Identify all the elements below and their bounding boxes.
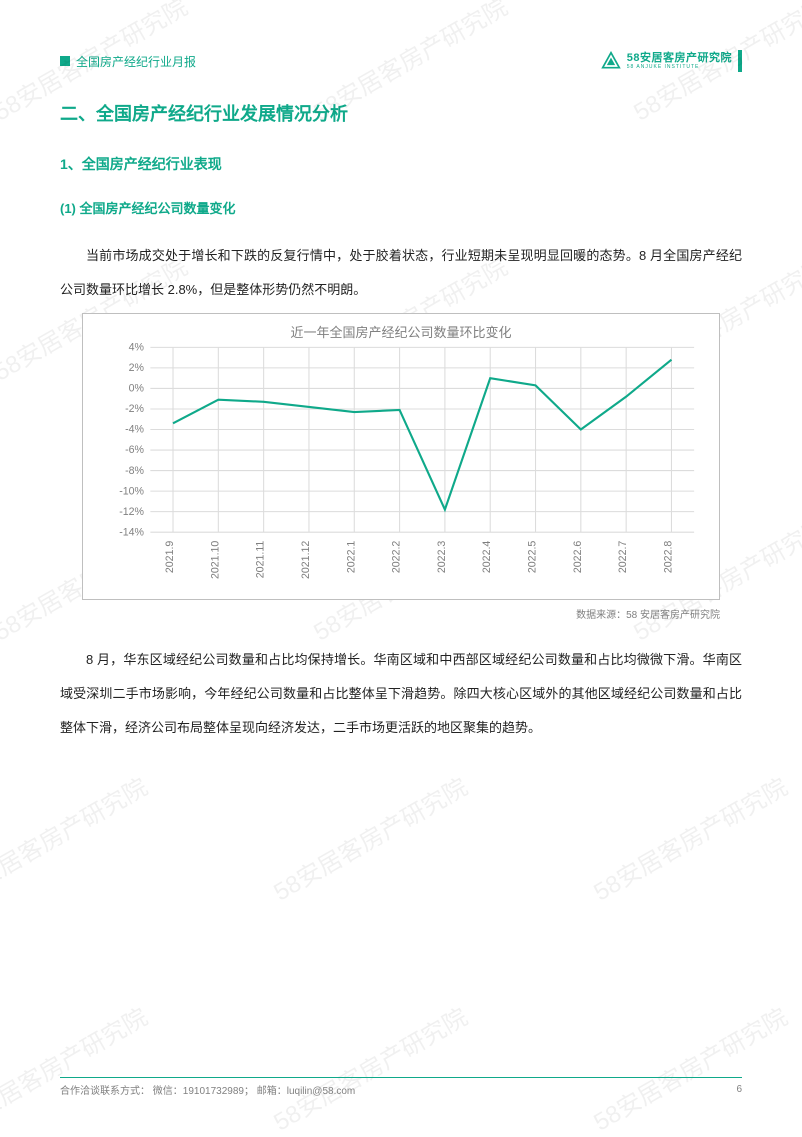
svg-text:2022.4: 2022.4 <box>481 540 493 573</box>
svg-text:2021.12: 2021.12 <box>300 540 312 578</box>
brand-text-en: 58 ANJUKE INSTITUTE <box>627 65 732 70</box>
paragraph-1: 当前市场成交处于增长和下跌的反复行情中，处于胶着状态，行业短期未呈现明显回暖的态… <box>60 239 742 307</box>
brand-text: 58安居客房产研究院 58 ANJUKE INSTITUTE <box>627 53 732 70</box>
line-chart: 4% 2% 0% -2% -4% -6% -8% -10% -12% -14% 2021.9 2021… <box>93 341 709 596</box>
svg-text:2021.11: 2021.11 <box>255 540 267 578</box>
svg-text:2022.8: 2022.8 <box>662 540 674 573</box>
chart-container: 近一年全国房产经纪公司数量环比变化 4% 2% 0% -2% -4% -6% -8% -10%… <box>82 313 720 601</box>
svg-text:2022.3: 2022.3 <box>436 540 448 573</box>
brand-logo-icon <box>601 51 621 71</box>
header-title: 全国房产经纪行业月报 <box>76 53 196 70</box>
footer-contact: 合作洽谈联系方式： 微信：19101732989； 邮箱：luqilin@58.… <box>60 1082 355 1097</box>
header-left: 全国房产经纪行业月报 <box>60 53 196 70</box>
svg-text:-12%: -12% <box>119 505 144 517</box>
header-square-icon <box>60 56 70 66</box>
watermark: 58安居客房产研究院 <box>266 998 473 1137</box>
subsection-2: (1) 全国房产经纪公司数量变化 <box>60 198 742 217</box>
svg-text:0%: 0% <box>129 382 145 394</box>
svg-text:-10%: -10% <box>119 485 144 497</box>
svg-text:2022.2: 2022.2 <box>391 540 403 573</box>
watermark: 58安居客房产研究院 <box>0 768 153 908</box>
page-footer: 合作洽谈联系方式： 微信：19101732989； 邮箱：luqilin@58.… <box>60 1077 742 1097</box>
chart-title: 近一年全国房产经纪公司数量环比变化 <box>93 322 709 341</box>
watermark: 58安居客房产研究院 <box>266 768 473 908</box>
svg-text:-14%: -14% <box>119 526 144 538</box>
footer-page-number: 6 <box>736 1084 742 1095</box>
svg-text:-2%: -2% <box>125 403 144 415</box>
paragraph-2: 8 月，华东区域经纪公司数量和占比均保持增长。华南区域和中西部区域经纪公司数量和… <box>60 643 742 744</box>
svg-text:2022.6: 2022.6 <box>572 540 584 573</box>
svg-text:4%: 4% <box>129 341 145 353</box>
svg-text:-8%: -8% <box>125 464 144 476</box>
svg-text:2021.10: 2021.10 <box>209 540 221 578</box>
svg-text:-4%: -4% <box>125 423 144 435</box>
page-root: 58安居客房产研究院 58安居客房产研究院 58安居客房产研究院 58安居客房产… <box>0 0 802 1133</box>
page-header: 全国房产经纪行业月报 58安居客房产研究院 58 ANJUKE INSTITUT… <box>60 50 742 72</box>
svg-text:-6%: -6% <box>125 444 144 456</box>
svg-text:2021.9: 2021.9 <box>164 540 176 573</box>
watermark: 58安居客房产研究院 <box>0 998 153 1137</box>
svg-text:2022.1: 2022.1 <box>345 540 357 573</box>
brand-text-cn: 58安居客房产研究院 <box>627 53 732 64</box>
watermark: 58安居客房产研究院 <box>586 998 793 1137</box>
header-brand: 58安居客房产研究院 58 ANJUKE INSTITUTE <box>601 50 742 72</box>
watermark: 58安居客房产研究院 <box>586 768 793 908</box>
svg-text:2022.7: 2022.7 <box>617 540 629 573</box>
chart-source: 数据来源：58 安居客房产研究院 <box>82 606 720 621</box>
section-title: 二、全国房产经纪行业发展情况分析 <box>60 100 742 126</box>
svg-text:2022.5: 2022.5 <box>527 540 539 573</box>
subsection-1: 1、全国房产经纪行业表现 <box>60 154 742 174</box>
svg-text:2%: 2% <box>129 362 145 374</box>
